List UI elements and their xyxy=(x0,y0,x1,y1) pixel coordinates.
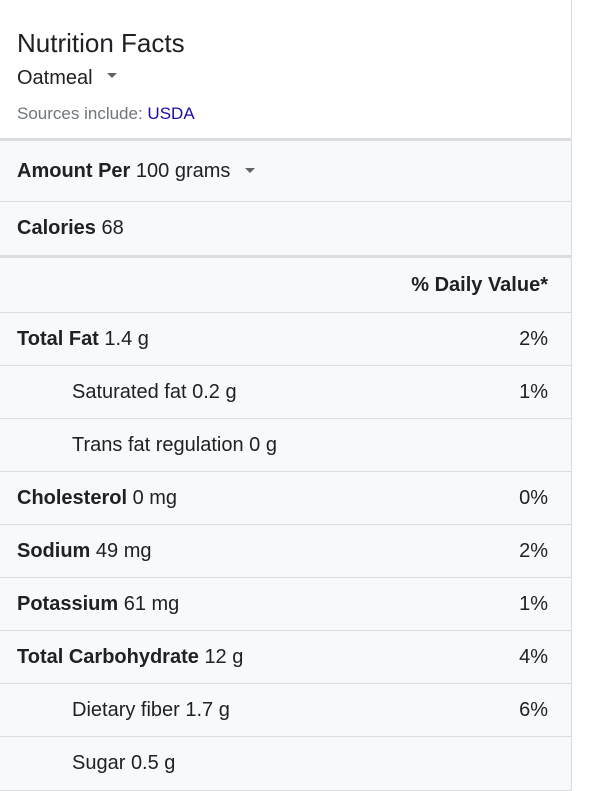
nutrient-row-potassium: Potassium 61 mg 1% xyxy=(0,578,571,631)
nutrient-name: Sodium xyxy=(17,539,91,562)
nutrient-name-wrap: Sugar 0.5 g xyxy=(17,752,175,775)
divider xyxy=(0,138,571,141)
nutrient-name-wrap: Total Fat 1.4 g xyxy=(17,328,149,351)
divider xyxy=(0,255,571,258)
nutrient-row-trans-fat: Trans fat regulation 0 g xyxy=(0,419,571,472)
nutrient-daily-value: 2% xyxy=(519,539,548,562)
amount-per-label: Amount Per xyxy=(17,159,131,182)
nutrient-amount: 61 mg xyxy=(123,592,180,615)
nutrient-daily-value: 6% xyxy=(519,698,548,721)
nutrient-name: Potassium xyxy=(17,592,119,615)
nutrient-row-dietary-fiber: Dietary fiber 1.7 g 6% xyxy=(0,684,571,737)
nutrient-row-sugar: Sugar 0.5 g xyxy=(0,737,571,791)
nutrient-name-wrap: Potassium 61 mg xyxy=(17,593,179,616)
caret-down-icon xyxy=(106,72,117,78)
nutrient-daily-value: 4% xyxy=(519,645,548,668)
nutrient-amount: 0 g xyxy=(249,433,277,456)
sources-prefix: Sources include: xyxy=(17,104,143,123)
nutrient-daily-value: 1% xyxy=(519,592,548,615)
daily-value-header: % Daily Value* xyxy=(411,273,548,296)
sources-line: Sources include: USDA xyxy=(17,104,571,124)
nutrient-name-wrap: Sodium 49 mg xyxy=(17,540,152,563)
nutrition-facts-panel: Nutrition Facts Oatmeal Sources include:… xyxy=(0,0,572,791)
nutrient-row-total-carbohydrate: Total Carbohydrate 12 g 4% xyxy=(0,631,571,684)
nutrient-name: Cholesterol xyxy=(17,486,128,509)
daily-value-header-row: % Daily Value* xyxy=(0,258,571,313)
nutrient-daily-value: 0% xyxy=(519,486,548,509)
nutrient-name-wrap: Cholesterol 0 mg xyxy=(17,487,177,510)
nutrient-amount: 1.4 g xyxy=(104,327,149,350)
nutrient-amount: 12 g xyxy=(204,645,244,668)
nutrient-name: Total Carbohydrate xyxy=(17,645,199,668)
serving-size-dropdown[interactable]: 100 grams xyxy=(136,160,256,183)
calories-label: Calories xyxy=(17,217,96,239)
panel-title: Nutrition Facts xyxy=(17,28,185,58)
nutrient-name: Sugar xyxy=(72,752,126,774)
nutrient-name: Dietary fiber xyxy=(72,698,180,721)
food-dropdown[interactable]: Oatmeal xyxy=(17,65,571,91)
nutrient-name-wrap: Saturated fat 0.2 g xyxy=(17,381,237,404)
calories-wrap: Calories 68 xyxy=(17,217,124,240)
nutrient-name: Trans fat regulation xyxy=(72,433,244,456)
nutrient-name-wrap: Total Carbohydrate 12 g xyxy=(17,646,243,669)
nutrient-amount: 0.5 g xyxy=(130,752,176,774)
nutrient-amount: 0 mg xyxy=(132,486,178,509)
nutrient-name: Saturated fat xyxy=(72,380,187,403)
nutrient-name-wrap: Trans fat regulation 0 g xyxy=(17,434,277,457)
nutrient-name: Total Fat xyxy=(17,327,99,350)
calories-value: 68 xyxy=(101,217,124,239)
nutrient-daily-value: 1% xyxy=(519,380,548,403)
nutrient-amount: 49 mg xyxy=(95,539,152,562)
amount-per-row: Amount Per 100 grams xyxy=(0,141,571,202)
nutrient-row-total-fat: Total Fat 1.4 g 2% xyxy=(0,313,571,366)
nutrient-row-saturated-fat: Saturated fat 0.2 g 1% xyxy=(0,366,571,419)
nutrient-row-sodium: Sodium 49 mg 2% xyxy=(0,525,571,578)
usda-link[interactable]: USDA xyxy=(147,104,195,123)
nutrient-name-wrap: Dietary fiber 1.7 g xyxy=(17,699,230,722)
food-name: Oatmeal xyxy=(17,66,93,89)
nutrient-row-cholesterol: Cholesterol 0 mg 0% xyxy=(0,472,571,525)
amount-label-wrap: Amount Per 100 grams xyxy=(17,159,256,183)
caret-down-icon xyxy=(245,167,256,173)
nutrient-amount: 1.7 g xyxy=(185,698,230,721)
calories-row: Calories 68 xyxy=(0,202,571,255)
nutrient-daily-value: 2% xyxy=(519,327,548,350)
serving-size: 100 grams xyxy=(135,159,231,182)
nutrition-header: Nutrition Facts Oatmeal Sources include:… xyxy=(0,0,571,138)
nutrient-amount: 0.2 g xyxy=(192,380,237,403)
